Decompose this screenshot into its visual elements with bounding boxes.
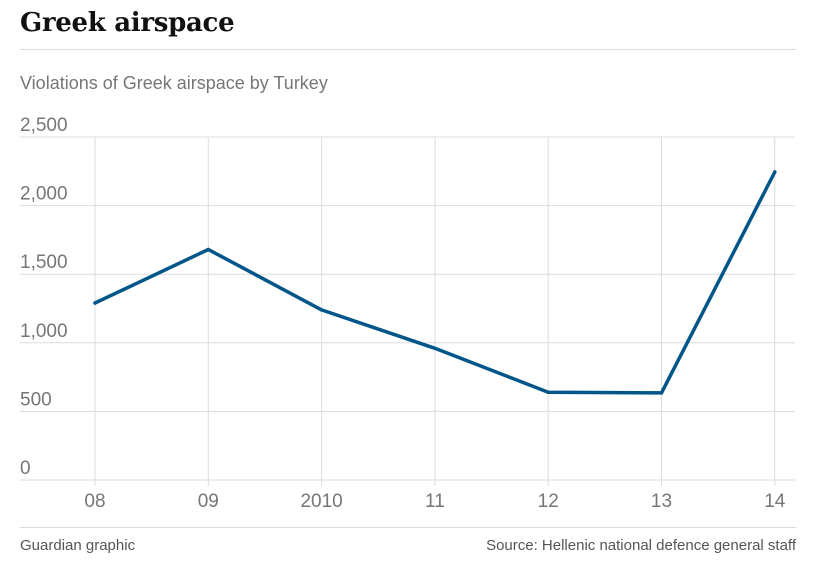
title-divider xyxy=(20,49,796,50)
y-tick-label: 2,000 xyxy=(20,184,68,205)
y-tick-label: 1,500 xyxy=(20,252,68,273)
graphic-credit: Guardian graphic xyxy=(20,537,136,554)
data-point xyxy=(659,391,664,395)
x-tick-label: 08 xyxy=(84,491,105,512)
x-tick-label: 2010 xyxy=(300,491,342,512)
data-point xyxy=(206,247,210,252)
chart-title: Greek airspace xyxy=(20,8,235,38)
grid-layer xyxy=(20,136,795,486)
data-point xyxy=(433,346,437,350)
x-tick-label: 13 xyxy=(651,491,672,512)
data-point xyxy=(93,301,97,305)
data-point xyxy=(773,170,777,174)
y-tick-label: 1,000 xyxy=(20,321,68,342)
data-point xyxy=(319,308,324,312)
x-tick-label: 09 xyxy=(198,491,219,512)
x-tick-label: 12 xyxy=(538,491,559,512)
x-tick-label: 14 xyxy=(764,491,786,512)
y-tick-label: 2,500 xyxy=(20,115,68,136)
series-layer xyxy=(93,170,777,395)
y-tick-label: 500 xyxy=(20,389,52,410)
x-axis-labels: 08 09 2010 11 12 13 14 xyxy=(84,491,785,512)
footer-divider xyxy=(20,527,796,528)
source-note: Source: Hellenic national defence genera… xyxy=(486,537,796,554)
y-axis-labels: 0 500 1,000 1,500 2,000 2,500 xyxy=(20,115,68,479)
y-tick-label: 0 xyxy=(20,458,31,479)
x-tick-label: 11 xyxy=(425,491,445,512)
chart-subtitle: Violations of Greek airspace by Turkey xyxy=(20,73,328,93)
data-point xyxy=(546,390,550,394)
